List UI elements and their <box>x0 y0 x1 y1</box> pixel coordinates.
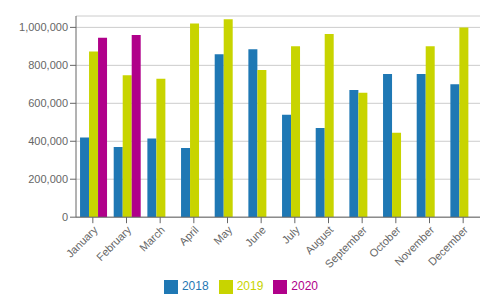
svg-text:200,000: 200,000 <box>28 173 68 185</box>
svg-text:August: August <box>303 224 336 257</box>
svg-text:October: October <box>366 223 403 260</box>
svg-text:July: July <box>279 223 302 246</box>
svg-text:1,000,000: 1,000,000 <box>19 21 68 33</box>
html-text:2020: 2020 <box>291 279 318 294</box>
svg-text:0: 0 <box>62 211 68 223</box>
svg-text:June: June <box>243 224 268 249</box>
svg-text:March: March <box>137 224 167 254</box>
svg-text:600,000: 600,000 <box>28 97 68 109</box>
html-text:2018: 2018 <box>181 279 209 294</box>
html-text:2019: 2019 <box>236 279 264 294</box>
svg-text:May: May <box>211 223 235 247</box>
svg-text:December: December <box>426 223 471 268</box>
svg-text:January: January <box>63 223 100 260</box>
svg-text:February: February <box>94 223 134 263</box>
svg-text:November: November <box>392 223 437 268</box>
svg-text:April: April <box>177 224 201 248</box>
svg-text:400,000: 400,000 <box>28 135 68 147</box>
svg-text:September: September <box>323 223 370 270</box>
svg-text:800,000: 800,000 <box>28 59 68 71</box>
